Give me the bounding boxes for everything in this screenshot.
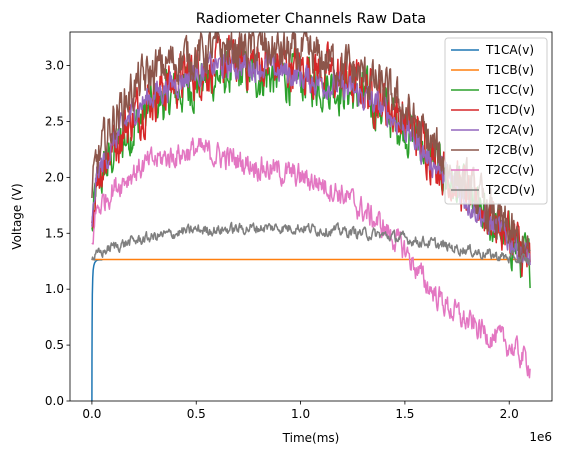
legend-label: T1CA(v) (485, 43, 534, 57)
y-tick-label: 3.0 (45, 59, 64, 73)
axes-layer: 0.0 0.5 1.0 1.5 2.0 2.5 3.0 0.0 0.5 1.0 1.5 2.0 (45, 31, 553, 421)
series-line-t2cc-v (91, 137, 531, 379)
x-tick-label: 2.0 (500, 407, 519, 421)
series-layer (91, 32, 531, 401)
series-line-t2cd-v (91, 221, 531, 266)
series-line-t1ca-v (91, 259, 103, 401)
legend-label: T1CD(v) (485, 103, 535, 117)
x-tick-label: 1.0 (291, 407, 310, 421)
y-axis-label: Voltage (V) (10, 183, 24, 249)
legend-label: T1CB(v) (485, 63, 534, 77)
chart-title: Radiometer Channels Raw Data (196, 11, 426, 27)
y-tick-label: 2.5 (45, 114, 64, 128)
legend-label: T2CC(v) (485, 163, 534, 177)
x-tick-label: 1.5 (395, 407, 414, 421)
legend-label: T1CC(v) (485, 83, 534, 97)
legend-box (444, 37, 548, 205)
plot-frame (69, 31, 553, 402)
x-axis-offset-label: 1e6 (529, 430, 552, 444)
x-tick-label: 0.5 (187, 407, 206, 421)
x-axis-label: Time(ms) (282, 431, 340, 445)
y-tick-label: 1.5 (45, 226, 64, 240)
y-tick-label: 1.0 (45, 282, 64, 296)
y-tick-label: 0.0 (45, 394, 64, 408)
legend-label: T2CB(v) (485, 143, 534, 157)
y-tick-label: 0.5 (45, 338, 64, 352)
y-tick-label: 2.0 (45, 170, 64, 184)
legend-label: T2CD(v) (485, 183, 535, 197)
legend-label: T2CA(v) (485, 123, 534, 137)
x-tick-label: 0.0 (82, 407, 101, 421)
legend: T1CA(v) T1CB(v) T1CC(v) T1CD(v) T2CA(v) T2CB(… (444, 37, 548, 205)
